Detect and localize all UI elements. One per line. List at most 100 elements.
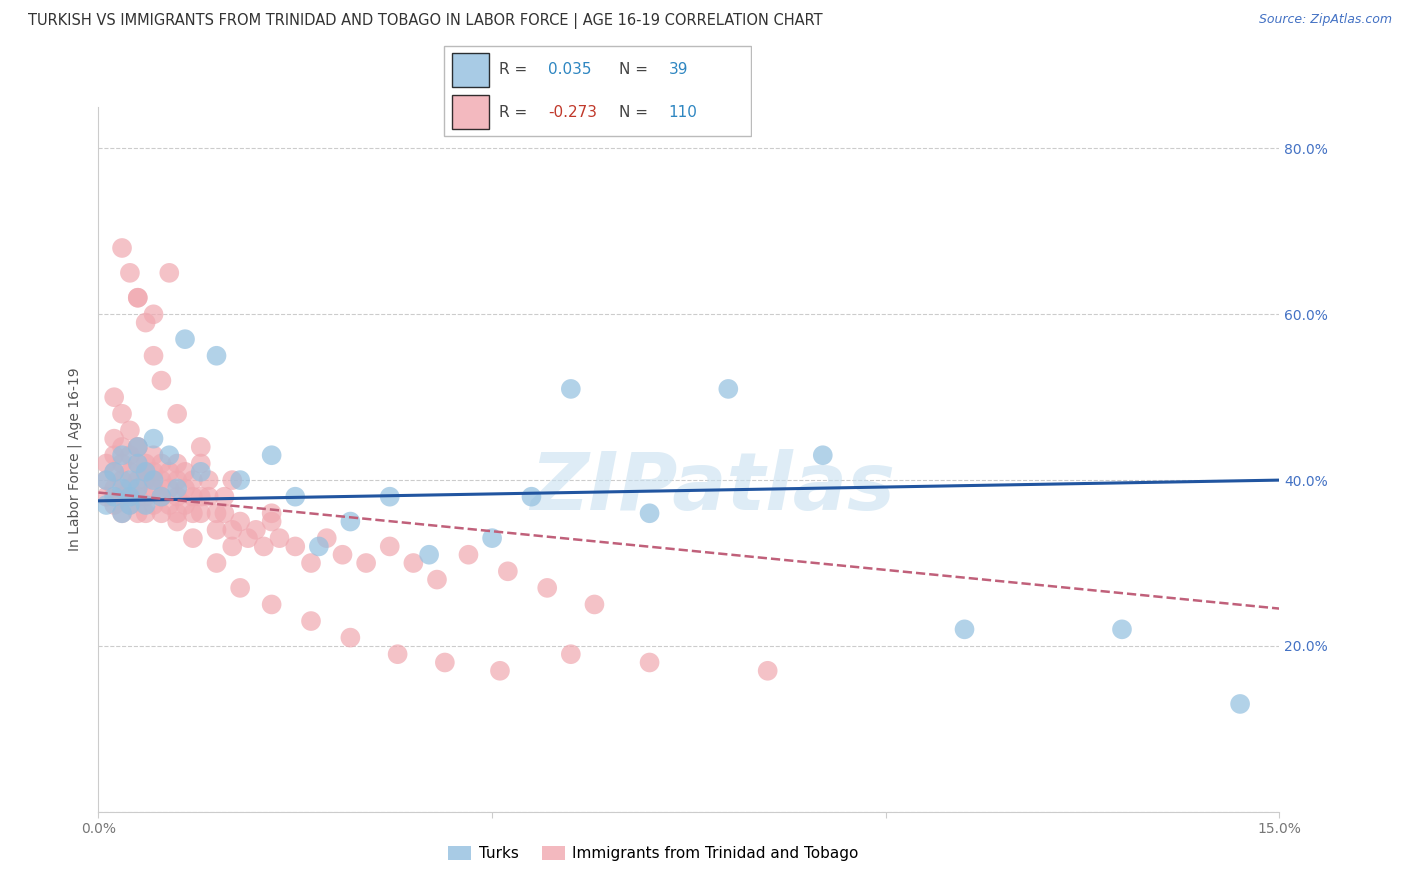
Point xyxy=(260,515,283,529)
Point xyxy=(142,349,165,363)
Point xyxy=(157,465,180,479)
Point xyxy=(205,556,228,570)
Point xyxy=(127,457,149,471)
Point xyxy=(260,448,283,462)
Point xyxy=(111,241,134,255)
FancyBboxPatch shape xyxy=(453,95,489,129)
Point xyxy=(811,448,834,462)
Point xyxy=(284,540,307,554)
Text: 39: 39 xyxy=(669,62,688,78)
Text: -0.273: -0.273 xyxy=(548,104,598,120)
Point xyxy=(96,498,118,512)
Point xyxy=(190,465,212,479)
Text: R =: R = xyxy=(499,62,531,78)
Point xyxy=(166,407,188,421)
Point xyxy=(118,498,141,512)
Point xyxy=(127,457,149,471)
Point xyxy=(332,548,354,562)
Point xyxy=(142,307,165,321)
Point xyxy=(111,407,134,421)
Point xyxy=(157,482,180,496)
Point xyxy=(560,382,582,396)
Point xyxy=(142,473,165,487)
Point xyxy=(127,440,149,454)
Point xyxy=(756,664,779,678)
Point xyxy=(118,266,141,280)
Point xyxy=(118,423,141,437)
Point xyxy=(378,540,401,554)
Point xyxy=(103,482,125,496)
Point xyxy=(489,664,512,678)
Point xyxy=(260,598,283,612)
Point xyxy=(221,523,243,537)
Point xyxy=(111,506,134,520)
Point xyxy=(135,316,157,330)
Point xyxy=(103,498,125,512)
Point xyxy=(127,490,149,504)
Point xyxy=(150,473,173,487)
Y-axis label: In Labor Force | Age 16-19: In Labor Force | Age 16-19 xyxy=(67,368,83,551)
Point xyxy=(190,490,212,504)
Point xyxy=(166,506,188,520)
Point xyxy=(118,465,141,479)
Point xyxy=(103,465,125,479)
Point xyxy=(174,482,197,496)
Point xyxy=(135,473,157,487)
Point xyxy=(481,531,503,545)
Point xyxy=(457,548,479,562)
Point xyxy=(135,465,157,479)
Point xyxy=(536,581,558,595)
Point xyxy=(190,457,212,471)
Text: ZIPatlas: ZIPatlas xyxy=(530,449,896,526)
Point xyxy=(111,482,134,496)
Point xyxy=(174,332,197,346)
Point xyxy=(127,473,149,487)
Point xyxy=(118,490,141,504)
Point xyxy=(157,498,180,512)
Point xyxy=(560,647,582,661)
Point xyxy=(229,473,252,487)
Point xyxy=(103,390,125,404)
Point xyxy=(181,531,204,545)
Point xyxy=(181,506,204,520)
Point xyxy=(315,531,337,545)
Point xyxy=(245,523,267,537)
Point xyxy=(118,448,141,462)
Text: R =: R = xyxy=(499,104,531,120)
Point xyxy=(269,531,291,545)
FancyBboxPatch shape xyxy=(453,53,489,87)
Point xyxy=(433,656,456,670)
Point xyxy=(190,506,212,520)
Point xyxy=(166,457,188,471)
Point xyxy=(402,556,425,570)
Point xyxy=(142,432,165,446)
Point xyxy=(111,457,134,471)
Point xyxy=(111,448,134,462)
Point xyxy=(236,531,259,545)
Point xyxy=(135,498,157,512)
Point xyxy=(229,581,252,595)
Point xyxy=(174,498,197,512)
Point xyxy=(150,490,173,504)
Point xyxy=(150,506,173,520)
Point xyxy=(418,548,440,562)
Point xyxy=(166,473,188,487)
Point xyxy=(166,482,188,496)
FancyBboxPatch shape xyxy=(444,46,751,136)
Point xyxy=(150,490,173,504)
Point xyxy=(142,482,165,496)
Point xyxy=(717,382,740,396)
Point xyxy=(157,266,180,280)
Point xyxy=(221,473,243,487)
Point xyxy=(111,473,134,487)
Point xyxy=(205,349,228,363)
Point xyxy=(96,473,118,487)
Point xyxy=(260,506,283,520)
Point xyxy=(96,457,118,471)
Point xyxy=(229,515,252,529)
Point xyxy=(142,448,165,462)
Point xyxy=(205,506,228,520)
Point xyxy=(339,631,361,645)
Point xyxy=(354,556,377,570)
Point xyxy=(150,457,173,471)
